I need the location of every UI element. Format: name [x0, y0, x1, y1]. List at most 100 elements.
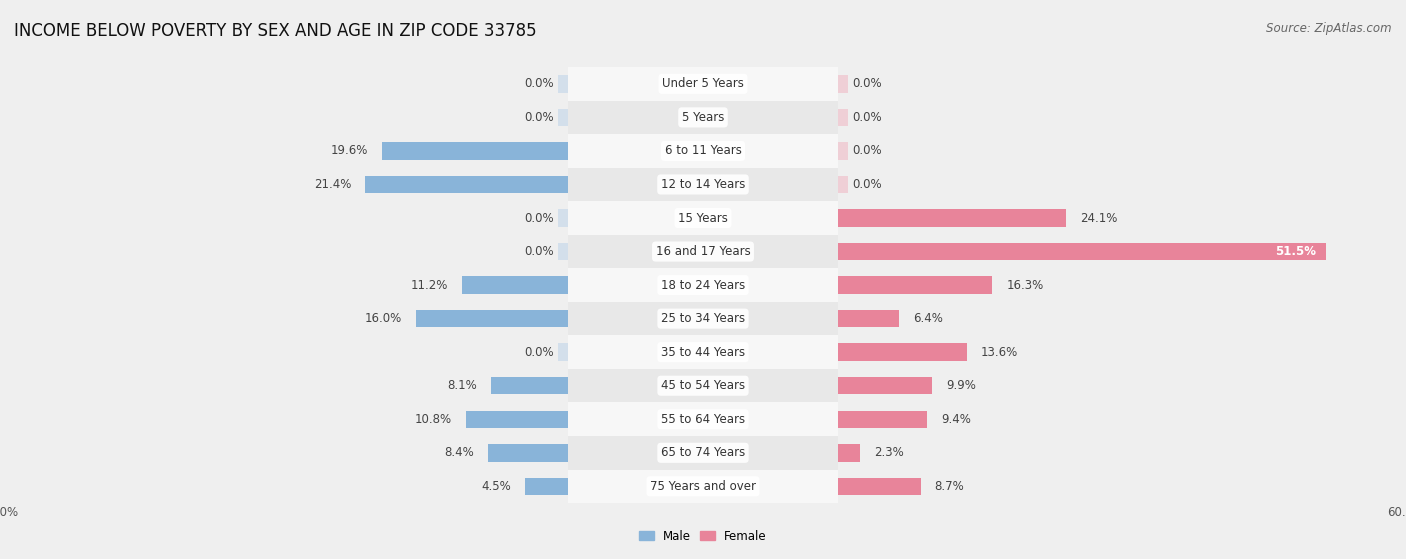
Bar [568, 235, 838, 268]
Bar [568, 134, 1406, 168]
Text: 19.6%: 19.6% [330, 144, 368, 158]
Bar [488, 444, 568, 462]
Text: 10.8%: 10.8% [415, 413, 451, 426]
Text: Under 5 Years: Under 5 Years [662, 77, 744, 91]
Text: 4.5%: 4.5% [481, 480, 510, 493]
Text: 5 Years: 5 Years [682, 111, 724, 124]
Text: 6 to 11 Years: 6 to 11 Years [665, 144, 741, 158]
Bar [568, 369, 838, 402]
Text: 25 to 34 Years: 25 to 34 Years [661, 312, 745, 325]
Bar [0, 369, 838, 402]
Bar [558, 243, 568, 260]
Bar [526, 477, 568, 495]
Bar [568, 302, 838, 335]
Bar [838, 75, 848, 93]
Bar [838, 444, 860, 462]
Bar [568, 134, 838, 168]
Text: 55 to 64 Years: 55 to 64 Years [661, 413, 745, 426]
Bar [838, 176, 848, 193]
Bar [0, 436, 838, 470]
Text: 15 Years: 15 Years [678, 211, 728, 225]
Bar [0, 302, 838, 335]
Bar [568, 470, 1406, 503]
Text: 18 to 24 Years: 18 to 24 Years [661, 278, 745, 292]
Text: 0.0%: 0.0% [524, 111, 554, 124]
Text: 16.3%: 16.3% [1007, 278, 1043, 292]
Bar [838, 108, 848, 126]
Text: 9.4%: 9.4% [942, 413, 972, 426]
Bar [568, 168, 838, 201]
Bar [0, 402, 838, 436]
Bar [0, 335, 838, 369]
Legend: Male, Female: Male, Female [634, 525, 772, 547]
Bar [568, 268, 838, 302]
Bar [0, 168, 838, 201]
Bar [558, 75, 568, 93]
Bar [838, 477, 921, 495]
Bar [568, 402, 1406, 436]
Text: 45 to 54 Years: 45 to 54 Years [661, 379, 745, 392]
Bar [568, 268, 1406, 302]
Text: 12 to 14 Years: 12 to 14 Years [661, 178, 745, 191]
Bar [568, 67, 1406, 101]
Bar [461, 276, 568, 294]
Text: 65 to 74 Years: 65 to 74 Years [661, 446, 745, 459]
Text: 9.9%: 9.9% [946, 379, 976, 392]
Bar [0, 235, 838, 268]
Text: 0.0%: 0.0% [524, 77, 554, 91]
Bar [568, 302, 1406, 335]
Bar [568, 201, 838, 235]
Text: 0.0%: 0.0% [524, 245, 554, 258]
Bar [491, 377, 568, 395]
Bar [838, 343, 967, 361]
Bar [0, 67, 838, 101]
Text: 16 and 17 Years: 16 and 17 Years [655, 245, 751, 258]
Text: 6.4%: 6.4% [912, 312, 943, 325]
Text: Source: ZipAtlas.com: Source: ZipAtlas.com [1267, 22, 1392, 35]
Bar [568, 67, 838, 101]
Bar [0, 101, 838, 134]
Bar [838, 410, 927, 428]
Bar [838, 276, 993, 294]
Text: 51.5%: 51.5% [1275, 245, 1316, 258]
Bar [568, 101, 838, 134]
Text: 0.0%: 0.0% [852, 178, 882, 191]
Bar [416, 310, 568, 328]
Bar [838, 209, 1066, 227]
Bar [0, 268, 838, 302]
Bar [838, 377, 932, 395]
Text: 0.0%: 0.0% [852, 111, 882, 124]
Text: 16.0%: 16.0% [366, 312, 402, 325]
Bar [568, 335, 838, 369]
Text: 0.0%: 0.0% [852, 144, 882, 158]
Bar [568, 436, 1406, 470]
Text: 21.4%: 21.4% [314, 178, 352, 191]
Bar [568, 369, 1406, 402]
Text: 8.7%: 8.7% [935, 480, 965, 493]
Text: 11.2%: 11.2% [411, 278, 447, 292]
Text: 35 to 44 Years: 35 to 44 Years [661, 345, 745, 359]
Bar [568, 470, 838, 503]
Bar [568, 335, 1406, 369]
Bar [558, 343, 568, 361]
Bar [558, 209, 568, 227]
Bar [382, 142, 568, 160]
Bar [568, 201, 1406, 235]
Text: 75 Years and over: 75 Years and over [650, 480, 756, 493]
Text: 8.1%: 8.1% [447, 379, 477, 392]
Bar [568, 101, 1406, 134]
Text: 2.3%: 2.3% [875, 446, 904, 459]
Bar [465, 410, 568, 428]
Text: INCOME BELOW POVERTY BY SEX AND AGE IN ZIP CODE 33785: INCOME BELOW POVERTY BY SEX AND AGE IN Z… [14, 22, 537, 40]
Text: 24.1%: 24.1% [1080, 211, 1118, 225]
Bar [568, 168, 1406, 201]
Bar [838, 310, 898, 328]
Bar [0, 201, 838, 235]
Bar [0, 134, 838, 168]
Text: 13.6%: 13.6% [981, 345, 1018, 359]
Bar [838, 243, 1326, 260]
Bar [838, 142, 848, 160]
Bar [366, 176, 568, 193]
Bar [568, 436, 838, 470]
Bar [558, 108, 568, 126]
